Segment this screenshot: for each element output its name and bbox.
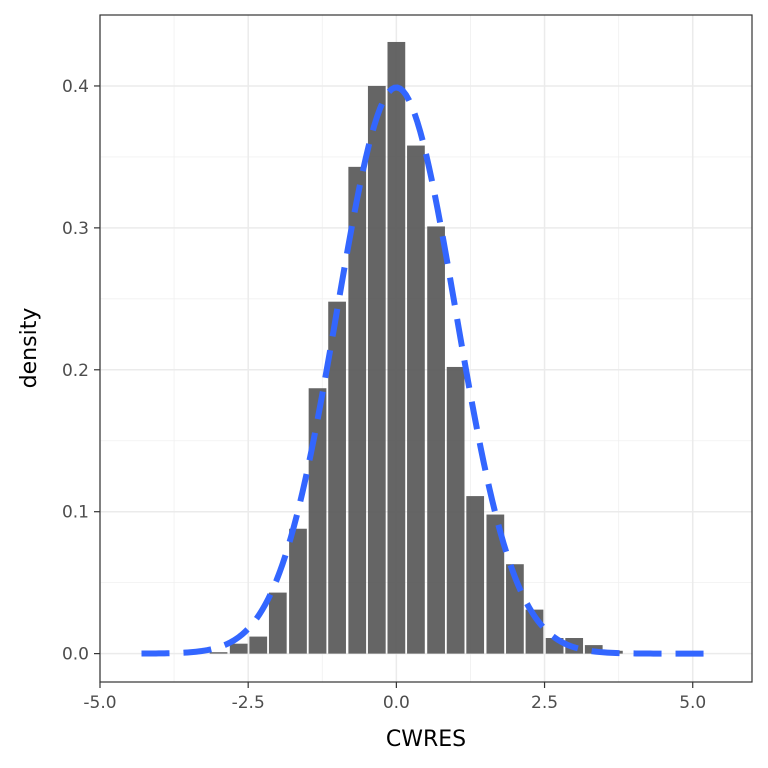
y-tick-label: 0.1 [62,503,89,523]
normal-density-curve [141,84,717,657]
histogram-bar [229,643,248,654]
histogram-bar [407,145,425,654]
histogram-bar [249,636,268,654]
y-axis-title: density [17,308,42,389]
histogram-bar [308,388,327,654]
x-tick-label: 0.0 [383,693,410,713]
histogram-bar [328,301,346,654]
x-tick-label: 5.0 [679,693,706,713]
y-tick-label: 0.0 [62,645,89,665]
minor-gridlines [100,15,752,682]
histogram-bar [268,592,287,654]
histogram-bar [289,528,307,654]
histogram-bar [446,366,465,654]
x-axis-title: CWRES [386,727,466,752]
x-tick-label: 2.5 [531,693,558,713]
plot-panel-background [100,15,752,682]
histogram-bar [348,166,367,654]
histogram-bar [486,514,505,654]
y-tick-label: 0.4 [62,77,89,97]
histogram-bar [387,41,406,654]
x-tick-label: -2.5 [232,693,265,713]
histogram-bar [367,85,386,654]
histogram-bar [427,226,445,654]
y-tick-label: 0.3 [62,219,89,239]
y-tick-label: 0.2 [62,361,89,381]
plot-panel-border [99,14,753,683]
x-axis-ticks: -5.0 -2.5 0.0 2.5 5.0 [83,682,706,713]
histogram-bar [209,652,228,654]
y-axis-ticks: 0.0 0.1 0.2 0.3 0.4 [62,77,100,665]
histogram-bar [466,496,485,654]
histogram-bars [209,41,623,654]
x-tick-label: -5.0 [83,693,116,713]
